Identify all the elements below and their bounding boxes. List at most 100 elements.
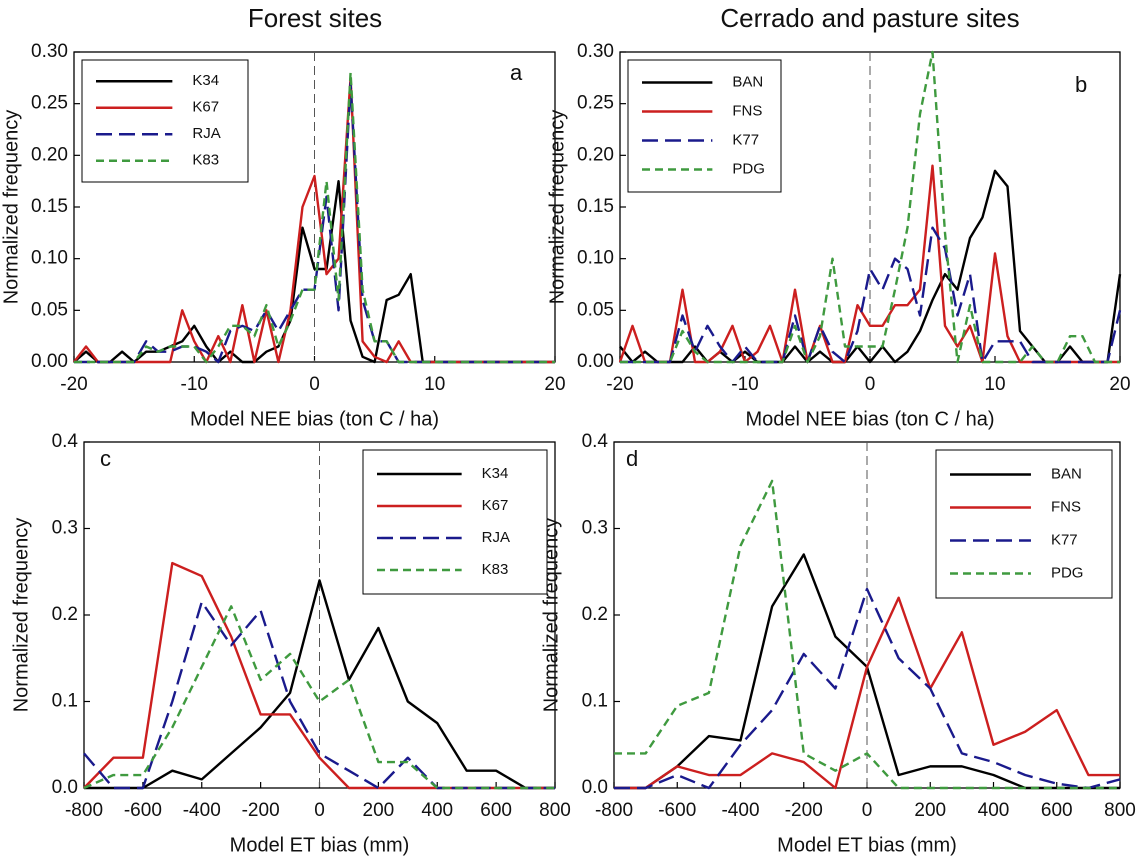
legend-label: BAN [1051, 465, 1082, 482]
x-tick-label: 10 [424, 374, 445, 395]
y-tick-label: 0.4 [52, 431, 79, 452]
y-tick-label: 0.10 [31, 248, 68, 269]
legend-label: K34 [192, 72, 219, 89]
legend-label: K67 [482, 497, 509, 514]
legend-label: K83 [192, 152, 219, 169]
panel: Cerrado and pasture sites -20 -10 0 10 20 0.00… [546, 3, 1130, 430]
panel: Forest sites -20 -10 0 10 20 0.00 0.05 0.10 0.15 0… [0, 3, 565, 430]
y-tick-label: 0.25 [31, 93, 68, 114]
y-tick-label: 0.05 [31, 299, 68, 320]
y-tick-label: 0.2 [52, 604, 78, 625]
x-tick-label: 400 [421, 800, 453, 821]
legend-label: RJA [192, 125, 220, 142]
y-tick-label: 0.3 [52, 518, 78, 539]
x-tick-label: 200 [363, 800, 395, 821]
panel-title: Cerrado and pasture sites [720, 3, 1019, 33]
legend-label: K77 [732, 131, 759, 148]
panel-title: Forest sites [248, 3, 382, 33]
legend-label: K77 [1051, 531, 1078, 548]
x-tick-label: 800 [539, 800, 571, 821]
y-tick-label: 0.20 [31, 144, 68, 165]
x-axis-label: Model NEE bias (ton C / ha) [190, 408, 439, 430]
legend-label: FNS [732, 102, 762, 119]
panel: -800 -600 -400 -200 0 200 400 600 800 0.0 0.1 0.2 0.… [10, 431, 571, 856]
y-tick-label: 0.30 [577, 41, 614, 62]
series-line [620, 226, 1122, 364]
legend-label: K83 [482, 561, 509, 578]
x-tick-label: -400 [721, 800, 759, 821]
y-tick-label: 0.00 [577, 351, 614, 372]
series-line [84, 579, 555, 790]
y-tick-label: 0.05 [577, 299, 614, 320]
y-tick-label: 0.25 [577, 93, 614, 114]
legend-label: PDG [1051, 564, 1084, 581]
legend-label: PDG [732, 160, 765, 177]
panel: -800 -600 -400 -200 0 200 400 600 800 0.0 0.1 0.2 0.… [540, 431, 1136, 856]
series-line [620, 50, 1120, 364]
y-tick-label: 0.2 [582, 604, 608, 625]
y-tick-label: 0.30 [31, 41, 68, 62]
x-tick-label: -800 [65, 800, 103, 821]
legend-box [362, 449, 548, 595]
x-tick-label: 0 [309, 374, 320, 395]
y-axis-label: Normalized frequency [546, 110, 568, 305]
x-tick-label: 400 [978, 800, 1010, 821]
series-line [614, 587, 1121, 790]
x-axis-label: Model NEE bias (ton C / ha) [746, 408, 995, 430]
x-tick-label: -600 [658, 800, 696, 821]
legend-label: BAN [732, 73, 763, 90]
x-tick-label: 800 [1104, 800, 1136, 821]
panel-letter: c [100, 446, 111, 471]
y-axis-label: Normalized frequency [540, 518, 562, 713]
y-axis-label: Normalized frequency [0, 110, 22, 305]
x-tick-label: -200 [242, 800, 280, 821]
y-tick-label: 0.20 [577, 144, 614, 165]
y-tick-label: 0.10 [577, 248, 614, 269]
x-tick-label: 0 [865, 374, 876, 395]
legend-label: K34 [482, 465, 509, 482]
x-tick-label: -20 [60, 374, 87, 395]
x-tick-label: 600 [480, 800, 512, 821]
panel-letter: a [510, 60, 523, 85]
x-tick-label: 200 [914, 800, 946, 821]
legend-box [81, 59, 249, 183]
y-tick-label: 0.15 [577, 196, 614, 217]
x-tick-label: 10 [984, 374, 1005, 395]
legend-label: FNS [1051, 498, 1081, 515]
legend-label: RJA [482, 529, 510, 546]
x-axis-label: Model ET bias (mm) [230, 834, 410, 856]
y-tick-label: 0.0 [582, 777, 608, 798]
series-line [614, 596, 1120, 790]
x-tick-label: -800 [595, 800, 633, 821]
x-tick-label: -200 [785, 800, 823, 821]
y-tick-label: 0.4 [582, 431, 609, 452]
series-line [614, 479, 1120, 790]
x-tick-label: 20 [544, 374, 565, 395]
legend-label: K67 [192, 99, 219, 116]
x-tick-label: 600 [1041, 800, 1073, 821]
panel-letter: b [1075, 72, 1087, 97]
y-tick-label: 0.15 [31, 196, 68, 217]
series-line [83, 600, 555, 790]
y-tick-label: 0.00 [31, 351, 68, 372]
series-line [74, 71, 555, 364]
y-tick-label: 0.3 [582, 518, 608, 539]
x-axis-label: Model ET bias (mm) [777, 834, 957, 856]
y-tick-label: 0.1 [582, 691, 608, 712]
x-tick-label: -10 [731, 374, 758, 395]
x-tick-label: -400 [183, 800, 221, 821]
x-tick-label: -600 [124, 800, 162, 821]
x-tick-label: 20 [1109, 374, 1130, 395]
panel-letter: d [626, 446, 638, 471]
series-line [619, 169, 1122, 364]
y-axis-label: Normalized frequency [10, 518, 32, 713]
x-tick-label: -10 [181, 374, 208, 395]
y-tick-label: 0.1 [52, 691, 78, 712]
series-line [83, 605, 555, 790]
x-tick-label: 0 [314, 800, 325, 821]
y-tick-label: 0.0 [52, 777, 78, 798]
x-tick-label: 0 [862, 800, 873, 821]
x-tick-label: -20 [606, 374, 633, 395]
